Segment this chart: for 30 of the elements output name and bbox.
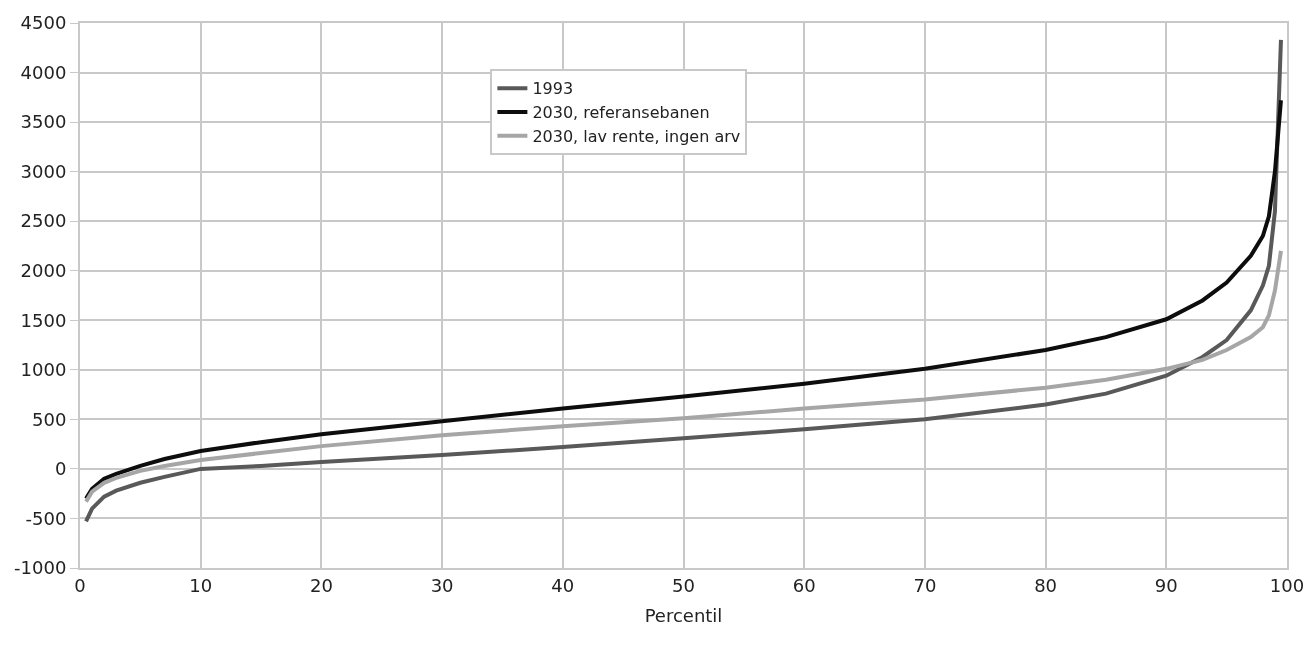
- x-tick-label: 50: [672, 574, 695, 596]
- y-tick-label: 0: [54, 458, 67, 480]
- line-series: [84, 248, 1283, 504]
- y-tick-label: 3500: [20, 111, 67, 133]
- y-tick-label: 4500: [20, 12, 67, 34]
- x-tick-label: 0: [74, 574, 86, 596]
- x-axis-title: Percentil: [644, 605, 723, 627]
- x-tick-label: 90: [1154, 574, 1178, 596]
- y-tick-label: 2000: [20, 260, 67, 282]
- y-tick-label: 3000: [20, 160, 67, 182]
- legend-label: 1993: [532, 79, 574, 99]
- legend-label: 2030, referansebanen: [532, 103, 710, 123]
- x-tick-label: 100: [1269, 574, 1305, 596]
- y-tick-label: -1000: [14, 557, 67, 579]
- x-tick-label: 70: [913, 574, 937, 596]
- y-tick-label: 1500: [20, 309, 67, 331]
- y-tick-label: 500: [32, 408, 67, 430]
- y-tick-label: 2500: [20, 210, 67, 232]
- x-tick-label: 30: [430, 574, 454, 596]
- y-tick-label: 1000: [20, 359, 67, 381]
- x-tick-label: 80: [1034, 574, 1058, 596]
- y-tick-label: -500: [25, 507, 67, 529]
- legend-label: 2030, lav rente, ingen arv: [532, 127, 741, 147]
- x-tick-label: 10: [189, 574, 213, 596]
- line-series: [84, 98, 1283, 501]
- y-tick-label: 4000: [20, 61, 67, 83]
- line-series: [84, 37, 1283, 524]
- x-tick-label: 60: [792, 574, 816, 596]
- x-tick-label: 20: [309, 574, 333, 596]
- x-tick-label: 40: [551, 574, 575, 596]
